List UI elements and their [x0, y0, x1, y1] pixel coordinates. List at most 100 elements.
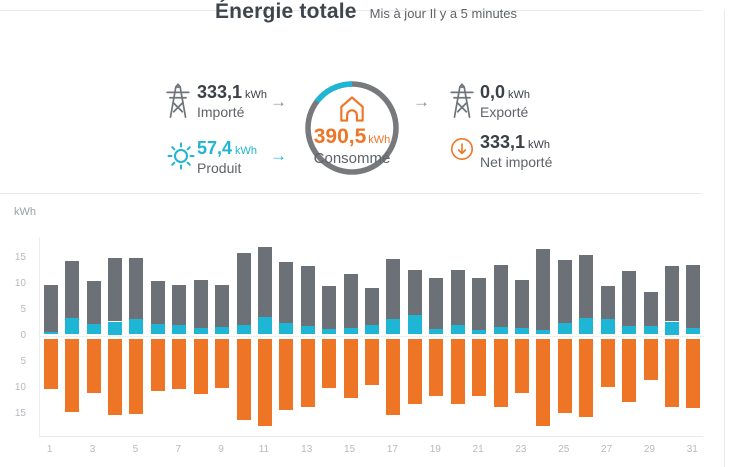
x-tick-label: 1: [46, 444, 53, 455]
bar-consumed-day-10[interactable]: [236, 338, 251, 420]
bar-produced-day-25[interactable]: [557, 323, 572, 335]
bar-consumed-day-2[interactable]: [65, 338, 80, 413]
bar-imported-day-27[interactable]: [600, 285, 615, 319]
bar-produced-day-13[interactable]: [300, 326, 315, 335]
bar-imported-day-19[interactable]: [429, 278, 444, 329]
bar-produced-day-7[interactable]: [172, 324, 187, 335]
bar-consumed-day-22[interactable]: [493, 338, 508, 407]
x-tick-label: 31: [686, 444, 698, 455]
bar-produced-day-10[interactable]: [236, 325, 251, 335]
bar-imported-day-18[interactable]: [407, 269, 422, 315]
bar-consumed-day-27[interactable]: [600, 338, 615, 388]
bar-produced-day-30[interactable]: [664, 321, 679, 335]
bar-imported-day-30[interactable]: [664, 266, 679, 322]
bar-imported-day-21[interactable]: [472, 277, 487, 330]
y-tick-label: 10: [14, 278, 26, 289]
bar-consumed-day-13[interactable]: [300, 338, 315, 407]
bar-imported-day-14[interactable]: [322, 285, 337, 329]
bar-consumed-day-26[interactable]: [579, 338, 594, 418]
bar-produced-day-31[interactable]: [686, 327, 701, 335]
bar-consumed-day-31[interactable]: [686, 338, 701, 409]
bar-produced-day-4[interactable]: [108, 321, 122, 335]
bar-imported-day-26[interactable]: [579, 255, 594, 318]
bar-consumed-day-18[interactable]: [407, 338, 422, 405]
produced-value: 57,4: [197, 138, 233, 158]
bar-imported-day-10[interactable]: [236, 253, 251, 326]
bar-imported-day-13[interactable]: [300, 265, 315, 327]
bar-produced-day-14[interactable]: [322, 328, 337, 335]
bar-imported-day-6[interactable]: [150, 280, 165, 325]
bar-imported-day-15[interactable]: [343, 274, 358, 329]
bar-consumed-day-29[interactable]: [643, 338, 658, 381]
bar-produced-day-23[interactable]: [514, 327, 529, 335]
bar-consumed-day-1[interactable]: [43, 338, 58, 389]
bar-imported-day-17[interactable]: [386, 259, 401, 320]
bar-produced-day-19[interactable]: [429, 328, 444, 335]
bar-consumed-day-7[interactable]: [172, 338, 187, 389]
bar-produced-day-27[interactable]: [600, 318, 615, 335]
bar-imported-day-3[interactable]: [86, 280, 101, 325]
bar-consumed-day-19[interactable]: [429, 338, 444, 396]
bar-consumed-day-11[interactable]: [257, 338, 272, 426]
bar-consumed-day-6[interactable]: [150, 338, 165, 391]
bar-produced-day-21[interactable]: [472, 329, 487, 335]
bar-consumed-day-15[interactable]: [343, 338, 358, 398]
bar-consumed-day-23[interactable]: [514, 338, 529, 393]
x-tick-label: 29: [643, 444, 655, 455]
bar-imported-day-20[interactable]: [450, 270, 465, 326]
bar-produced-day-9[interactable]: [215, 327, 230, 335]
bar-imported-day-11[interactable]: [257, 247, 272, 318]
bar-imported-day-1[interactable]: [43, 285, 58, 332]
bar-imported-day-31[interactable]: [686, 264, 701, 328]
bar-produced-day-3[interactable]: [86, 324, 101, 335]
bar-consumed-day-30[interactable]: [664, 338, 679, 408]
bar-produced-day-1[interactable]: [43, 331, 58, 335]
bar-consumed-day-16[interactable]: [365, 338, 379, 385]
bar-produced-day-11[interactable]: [257, 317, 272, 335]
bar-imported-day-8[interactable]: [193, 279, 208, 328]
bar-produced-day-24[interactable]: [536, 329, 551, 335]
bar-imported-day-16[interactable]: [365, 288, 379, 326]
bar-produced-day-12[interactable]: [279, 323, 294, 335]
bar-consumed-day-12[interactable]: [279, 338, 294, 410]
bar-consumed-day-8[interactable]: [193, 338, 208, 395]
bar-imported-day-24[interactable]: [536, 249, 551, 330]
bar-produced-day-26[interactable]: [579, 317, 594, 335]
bar-consumed-day-14[interactable]: [322, 338, 337, 388]
bar-produced-day-16[interactable]: [365, 325, 379, 335]
bar-imported-day-23[interactable]: [514, 279, 529, 328]
bar-produced-day-18[interactable]: [407, 314, 422, 335]
bar-consumed-day-4[interactable]: [108, 338, 122, 415]
bar-imported-day-25[interactable]: [557, 260, 572, 324]
bar-consumed-day-17[interactable]: [386, 338, 401, 416]
bar-produced-day-29[interactable]: [643, 326, 658, 335]
bar-consumed-day-28[interactable]: [622, 338, 636, 403]
bar-produced-day-8[interactable]: [193, 327, 208, 335]
bar-produced-day-6[interactable]: [150, 324, 165, 335]
bar-produced-day-2[interactable]: [65, 318, 80, 335]
bar-imported-day-29[interactable]: [643, 291, 658, 327]
bar-produced-day-17[interactable]: [386, 319, 401, 335]
bar-imported-day-2[interactable]: [65, 261, 80, 319]
bar-produced-day-5[interactable]: [129, 318, 144, 335]
bar-produced-day-22[interactable]: [493, 327, 508, 335]
bar-imported-day-28[interactable]: [622, 271, 636, 327]
bar-consumed-day-20[interactable]: [450, 338, 465, 404]
bar-consumed-day-24[interactable]: [536, 338, 551, 426]
bar-imported-day-9[interactable]: [215, 285, 230, 328]
bar-imported-day-22[interactable]: [493, 264, 508, 328]
bar-imported-day-4[interactable]: [108, 258, 122, 322]
bar-consumed-day-25[interactable]: [557, 338, 572, 413]
bar-imported-day-12[interactable]: [279, 262, 294, 324]
bar-consumed-day-21[interactable]: [472, 338, 487, 396]
bar-produced-day-20[interactable]: [450, 325, 465, 335]
bar-consumed-day-3[interactable]: [86, 338, 101, 393]
bar-imported-day-7[interactable]: [172, 285, 187, 325]
y-tick-label: 10: [14, 382, 26, 393]
bar-produced-day-28[interactable]: [622, 326, 636, 335]
consumed-label: Consommé: [313, 149, 391, 167]
bar-imported-day-5[interactable]: [129, 258, 144, 319]
bar-produced-day-15[interactable]: [343, 328, 358, 335]
bar-consumed-day-9[interactable]: [215, 338, 230, 388]
bar-consumed-day-5[interactable]: [129, 338, 144, 415]
